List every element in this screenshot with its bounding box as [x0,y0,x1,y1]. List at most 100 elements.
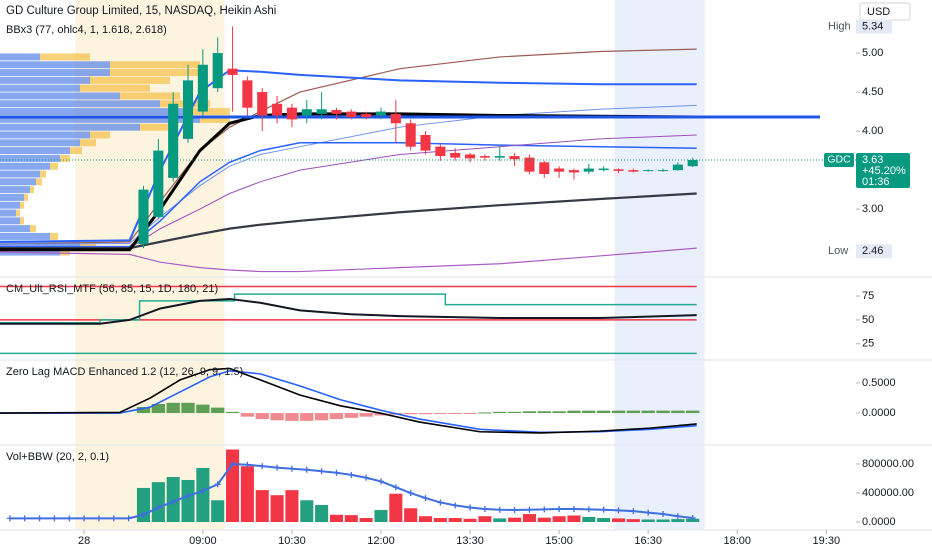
candle-body [657,170,669,172]
macd-histogram [314,413,329,421]
bbw-marker [81,515,88,522]
indicator-line [0,142,697,248]
x-tick-label: 15:00 [545,535,573,547]
profile-down [110,61,200,69]
candle-body [465,154,476,159]
profile-down [24,193,28,201]
macd-histogram [211,407,225,414]
volume-bar [478,516,492,523]
bbw-marker [541,506,548,513]
volume-bar [196,467,210,523]
volume-bar [329,514,343,523]
profile-up [0,100,160,108]
candle-body [257,92,268,116]
profile-up [0,217,20,225]
macd-histogram [359,413,373,417]
macd-histogram [344,413,358,418]
last-price: 3.63 [862,154,883,166]
volume-bar [611,518,626,523]
candle-body [361,113,372,118]
bbw-marker [407,490,414,497]
candle-body [168,103,179,178]
macd-line [0,367,697,434]
candle-body [687,159,698,167]
data-layer [0,26,856,523]
candle-body [182,80,194,139]
low-marker-box [856,244,892,259]
bbw-marker [496,506,503,513]
indicator-line [0,104,697,245]
bbw-marker [303,466,310,473]
candle-body [613,169,624,171]
bbw-marker [437,499,444,506]
candle-body [197,64,208,112]
macd-histogram [374,413,388,416]
bbw-marker [274,464,281,471]
volume-bar [270,495,284,523]
macd-histogram [641,410,655,414]
candle-body [153,150,164,217]
currency-label[interactable]: USD [867,6,890,18]
bbw-marker [556,505,563,512]
profile-down [20,201,24,209]
volume-bar [315,504,329,523]
candle-body [331,110,342,114]
profile-up [0,84,80,92]
macd-histogram [537,411,551,414]
volume-bar [285,490,299,523]
volume-bar [181,479,195,523]
profile-down [16,209,20,217]
candle-body [405,123,416,147]
rsi-title: CM_Ult_RSI_MTF (56, 85, 15, 1D, 180, 21) [6,283,218,295]
candle-body [539,162,550,175]
indicator-line [0,69,697,243]
y-tick-label: 50 [862,314,874,326]
price-change: +45.20% [862,165,906,177]
x-tick-label: 19:30 [813,535,841,547]
candle-body [643,170,654,172]
bbw-marker [95,515,102,522]
profile-down [90,76,170,84]
y-tick-label: 0.5000 [862,377,896,389]
bbw-marker [125,515,132,522]
bbw-marker [140,511,147,518]
volume-bar [448,518,462,523]
macd-histogram [285,413,299,421]
profile-down [50,232,58,240]
volume-bar [211,500,225,523]
y-tick-label: 3.00 [862,203,883,215]
candle-body [450,152,461,158]
macd-histogram [433,413,448,415]
profile-up [0,123,140,131]
macd-histogram [686,410,700,414]
volume-bar [418,516,433,523]
profile-down [40,170,46,178]
x-tick-label: 09:00 [189,535,217,547]
volume-bar [226,449,240,523]
y-tick-label: 0.0000 [862,516,896,528]
candle-body [272,103,283,116]
macd-histogram [404,413,418,415]
volume-bar [537,517,551,523]
macd-histogram [300,413,314,421]
candle-body [420,134,431,151]
bbw-marker [348,471,355,478]
candle-body [390,113,401,124]
bbw-marker [689,515,696,522]
bbw-marker [51,515,58,522]
candle-body [554,168,565,172]
bbw-marker [199,487,206,494]
bbw-marker [110,515,117,522]
volume-bar [656,519,670,523]
volume-bar [671,519,685,523]
volume-bar [389,493,403,523]
profile-down [70,147,82,155]
bbw-marker [229,461,236,468]
volume-bar [151,482,165,523]
macd-histogram [240,413,255,417]
candle-body [628,170,639,172]
bbw-marker [600,506,607,513]
rsi-line [0,293,697,324]
x-tick-label: 12:00 [367,535,395,547]
